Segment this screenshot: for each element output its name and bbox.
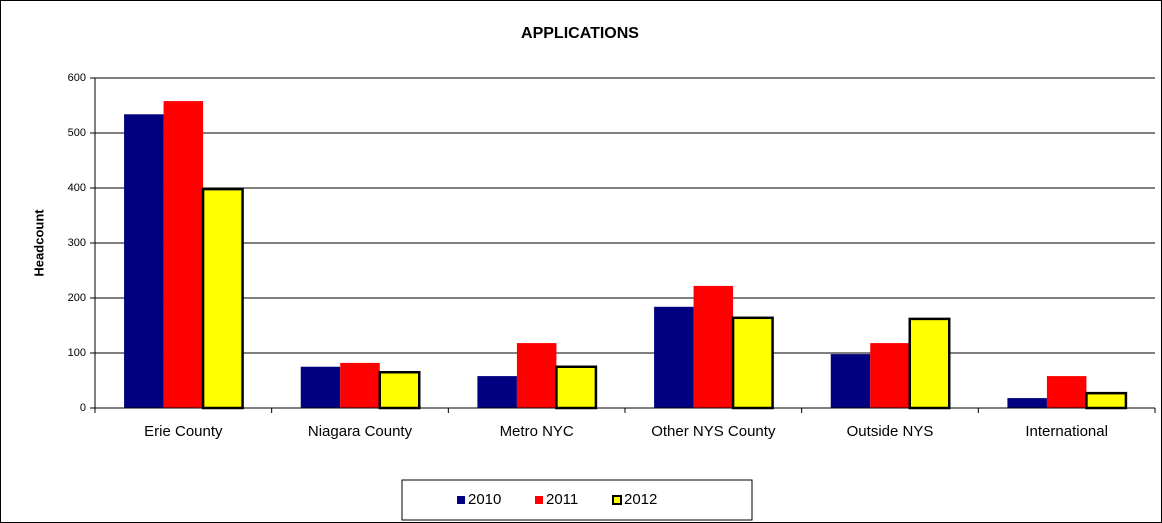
bar — [1046, 376, 1087, 408]
y-axis-label: Headcount — [31, 209, 46, 277]
legend-label: 2011 — [546, 491, 578, 508]
bar — [477, 376, 517, 408]
bar — [1085, 391, 1128, 410]
legend-swatch — [457, 496, 465, 504]
y-tick-label: 0 — [80, 402, 86, 414]
bar — [124, 114, 164, 409]
legend-box — [401, 479, 753, 521]
legend-label: 2010 — [468, 491, 501, 508]
bar — [300, 366, 341, 408]
y-tick-label: 100 — [68, 347, 86, 359]
x-tick-label: Outside NYS — [847, 423, 934, 440]
x-tick-label: Metro NYC — [500, 423, 574, 440]
y-tick-label: 200 — [68, 292, 86, 304]
y-tick-label: 400 — [68, 182, 86, 194]
y-tick-label: 600 — [68, 72, 86, 84]
bar — [870, 343, 910, 408]
legend-swatch — [612, 495, 622, 505]
legend-swatch — [535, 496, 543, 504]
bar — [516, 343, 557, 408]
bar — [731, 316, 774, 410]
x-tick-label: Erie County — [144, 423, 223, 440]
chart-title: APPLICATIONS — [521, 25, 639, 42]
bar — [908, 317, 951, 410]
bar — [378, 371, 421, 410]
x-tick-label: Other NYS County — [651, 423, 776, 440]
bar — [654, 306, 694, 408]
bar — [555, 365, 598, 410]
bar — [693, 285, 734, 408]
bar — [830, 354, 871, 408]
x-tick-label: Niagara County — [308, 423, 413, 440]
y-tick-label: 300 — [68, 237, 86, 249]
legend-label: 2012 — [624, 491, 657, 508]
x-tick-label: International — [1025, 423, 1108, 440]
bar — [163, 101, 204, 408]
y-tick-label: 500 — [68, 127, 86, 139]
bar — [1007, 398, 1047, 408]
bar — [340, 362, 380, 408]
bar — [201, 187, 244, 410]
